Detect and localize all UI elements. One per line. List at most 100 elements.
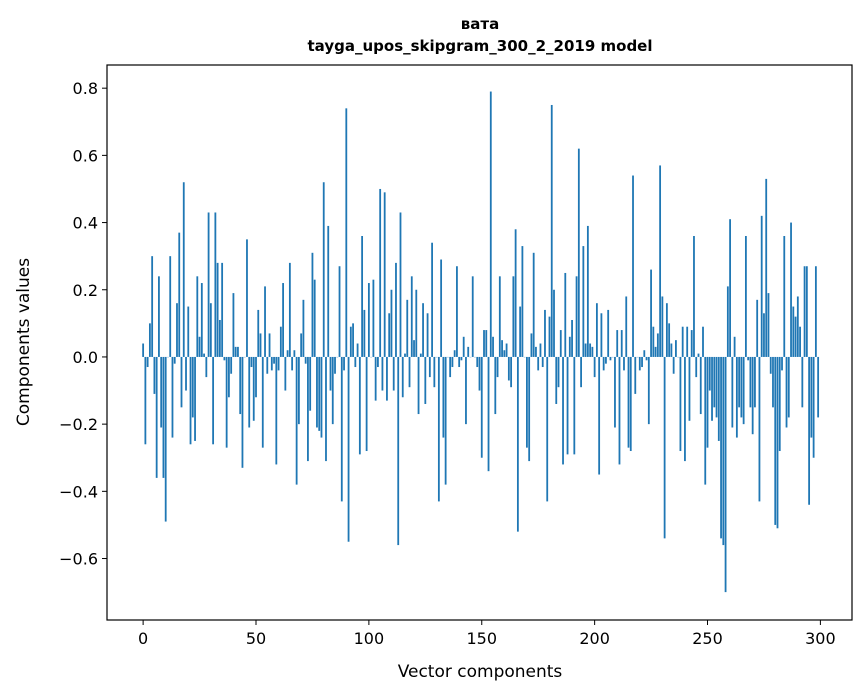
bar: [246, 239, 248, 357]
bar: [444, 356, 447, 485]
bar: [218, 319, 221, 357]
bars-group: [142, 91, 820, 593]
bar: [783, 236, 786, 357]
bar: [695, 356, 698, 378]
bar: [693, 236, 695, 357]
bar: [478, 356, 481, 391]
chart-subtitle: tayga_upos_skipgram_300_2_2019 model: [308, 37, 653, 55]
bar: [200, 283, 203, 357]
bar: [155, 356, 158, 478]
bar: [645, 356, 648, 361]
bar: [774, 356, 777, 525]
bar: [196, 276, 199, 357]
bar: [722, 356, 725, 546]
bar: [772, 356, 774, 408]
bar: [776, 356, 779, 529]
bar: [307, 356, 309, 462]
bar: [711, 356, 713, 421]
bar: [259, 333, 262, 357]
bar: [675, 340, 677, 357]
bar: [304, 356, 307, 364]
bar: [501, 340, 503, 357]
bar: [214, 212, 217, 357]
bar: [507, 356, 510, 381]
bar: [329, 356, 332, 391]
bar: [462, 336, 465, 357]
bar: [593, 356, 596, 378]
bar: [571, 319, 573, 357]
bar: [731, 356, 734, 428]
bar: [498, 276, 501, 357]
y-axis: −0.6 −0.4 −0.2 0.0 0.2 0.4 0.6 0.8: [59, 79, 107, 569]
bar: [530, 333, 533, 357]
bar: [575, 276, 578, 357]
bar: [738, 356, 741, 408]
x-tick-label: 150: [466, 629, 497, 648]
bar: [708, 356, 711, 391]
bar: [422, 303, 424, 357]
bar: [286, 350, 289, 357]
bar: [318, 356, 321, 431]
bar: [146, 356, 149, 368]
bar: [532, 252, 535, 357]
bar: [546, 356, 549, 502]
bar: [209, 303, 212, 357]
bar: [555, 356, 558, 404]
bar: [437, 356, 440, 502]
bar: [810, 356, 813, 438]
bar: [431, 242, 433, 357]
bar: [760, 215, 763, 357]
bar: [733, 336, 736, 357]
bar: [349, 326, 352, 357]
bar: [744, 236, 747, 357]
bar: [550, 104, 553, 357]
bar: [672, 356, 675, 374]
bar: [526, 356, 528, 448]
bar: [148, 323, 151, 357]
bar: [322, 182, 325, 357]
bar: [160, 356, 163, 428]
bar: [690, 330, 693, 357]
bar: [176, 303, 178, 357]
bar: [614, 356, 616, 428]
bar: [284, 356, 287, 391]
bar: [365, 356, 368, 452]
bar: [340, 356, 343, 502]
bar: [476, 356, 479, 368]
bar: [164, 356, 167, 522]
bar: [600, 313, 603, 357]
bar: [751, 356, 754, 435]
bar: [367, 283, 370, 357]
bar: [388, 313, 391, 357]
bar: [241, 356, 244, 468]
bar: [647, 356, 650, 425]
bar: [185, 356, 187, 391]
bar: [586, 225, 589, 357]
bar: [451, 356, 454, 368]
bar: [151, 256, 154, 357]
bar: [591, 346, 594, 357]
bar: [607, 309, 610, 357]
bar: [629, 356, 632, 452]
bar: [580, 356, 582, 388]
bar: [221, 262, 224, 357]
bar: [557, 356, 560, 388]
bar: [194, 356, 196, 441]
bar: [801, 356, 804, 408]
bar: [273, 356, 275, 364]
bar: [372, 279, 375, 357]
bar: [512, 276, 515, 357]
bar: [765, 178, 768, 357]
bar: [656, 333, 659, 357]
bar: [740, 356, 743, 418]
bar: [668, 323, 671, 357]
bar: [313, 279, 316, 357]
bar: [702, 326, 704, 357]
bar: [794, 316, 797, 357]
bar: [562, 356, 564, 465]
bar: [189, 356, 192, 445]
bar: [494, 356, 497, 415]
bar: [162, 356, 165, 478]
bar: [223, 356, 226, 361]
